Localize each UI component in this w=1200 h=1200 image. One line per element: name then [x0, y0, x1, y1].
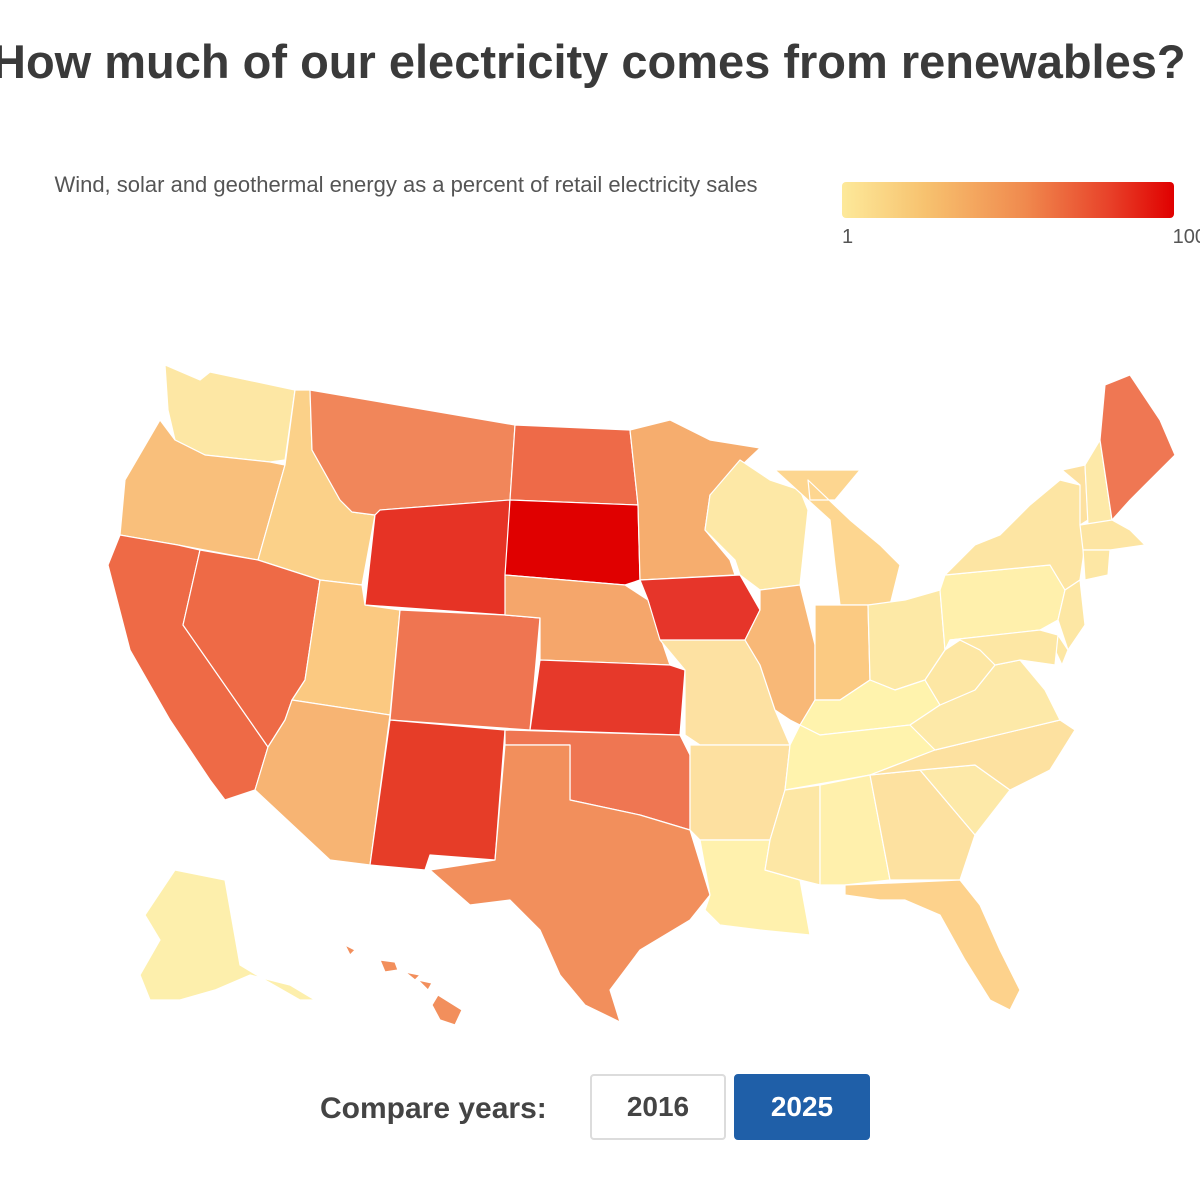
- state-KS[interactable]: [529, 659, 686, 736]
- state-IL[interactable]: [744, 584, 816, 726]
- state-MD[interactable]: [949, 629, 1059, 666]
- alaska-islands: [19, 994, 181, 1031]
- state-MT[interactable]: [309, 389, 516, 516]
- state-CO[interactable]: [389, 609, 541, 731]
- state-HI[interactable]: [344, 944, 463, 1026]
- state-MI[interactable]: [774, 469, 901, 606]
- state-NC[interactable]: [869, 719, 1076, 791]
- state-CA[interactable]: [107, 534, 269, 801]
- compare-years-label: Compare years:: [320, 1092, 547, 1125]
- legend-gradient-bar: [842, 182, 1174, 218]
- chart-title: How much of our electricity comes from r…: [0, 35, 1186, 88]
- state-ND[interactable]: [509, 424, 639, 506]
- compare-years-control: Compare years: 2016 2025: [0, 1072, 1200, 1144]
- legend-min-label: 1: [842, 226, 854, 248]
- legend-max-label: 100: [1172, 226, 1200, 248]
- state-AK[interactable]: [139, 869, 316, 1001]
- state-VT[interactable]: [1061, 464, 1089, 526]
- state-SD[interactable]: [504, 499, 641, 586]
- state-TX[interactable]: [429, 744, 711, 1023]
- state-WY[interactable]: [364, 499, 511, 616]
- state-IA[interactable]: [639, 574, 761, 646]
- state-MA[interactable]: [1079, 519, 1146, 551]
- state-CT[interactable]: [1082, 549, 1111, 581]
- state-NM[interactable]: [369, 719, 506, 871]
- chart-subtitle: Wind, solar and geothermal energy as a p…: [54, 172, 758, 197]
- us-states-map: [19, 364, 1176, 1031]
- state-WA[interactable]: [164, 364, 296, 463]
- state-FL[interactable]: [844, 879, 1021, 1011]
- color-legend: 1 100: [842, 182, 1200, 254]
- state-AL[interactable]: [819, 774, 891, 886]
- year-2016-button[interactable]: 2016: [590, 1074, 726, 1140]
- state-NJ[interactable]: [1057, 579, 1086, 651]
- year-2025-button[interactable]: 2025: [734, 1074, 870, 1140]
- state-ME[interactable]: [1099, 374, 1176, 521]
